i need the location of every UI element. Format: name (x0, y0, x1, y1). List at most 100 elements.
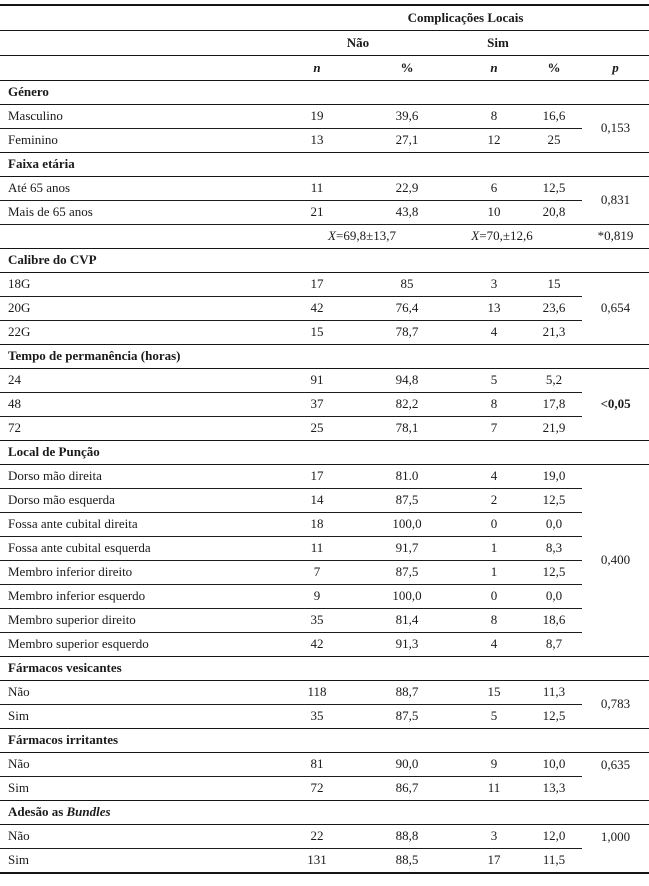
cell-pct-nao: 43,8 (352, 200, 462, 225)
p-value: *0,819 (582, 224, 649, 249)
cell-pct-sim: 5,2 (526, 368, 582, 393)
cell-n-sim: 8 (462, 392, 526, 417)
cell-n-sim: 11 (462, 776, 526, 801)
cell-n-sim: 5 (462, 704, 526, 729)
group-header-nao: Não (282, 30, 462, 56)
table-row: Não 22 88,8 3 12,0 1,000 (0, 824, 649, 873)
cell-pct-sim: 12,0 (526, 824, 582, 849)
cell-pct-sim: 12,5 (526, 176, 582, 201)
section-local-puncao: Local de Punção Dorso mão direita 17 81.… (0, 440, 649, 657)
cell-n-sim: 4 (462, 320, 526, 345)
section-faixa-etaria: Faixa etária Até 65 anos 11 22,9 6 12,5 … (0, 152, 649, 249)
row-label: 22G (0, 320, 282, 345)
cell-pct-sim: 21,9 (526, 416, 582, 441)
row-label: Até 65 anos (0, 176, 282, 201)
section-header: Fármacos irritantes (0, 728, 649, 753)
p-value: 0,783 (582, 680, 649, 729)
row-label: Feminino (0, 128, 282, 153)
row-label: Não (0, 752, 282, 777)
cell-pct-nao: 87,5 (352, 560, 462, 585)
table-row: 18G 17 85 3 15 0,654 (0, 272, 649, 345)
cell-pct-sim: 20,8 (526, 200, 582, 225)
row-label: 72 (0, 416, 282, 441)
p-value: 0,635 (582, 752, 649, 801)
row-label: 20G (0, 296, 282, 321)
cell-pct-nao: 100,0 (352, 512, 462, 537)
table-row: Sim 35 87,5 5 12,5 (0, 704, 649, 729)
row-label: Dorso mão esquerda (0, 488, 282, 513)
col-header-p: p (582, 55, 649, 81)
cell-pct-nao: 86,7 (352, 776, 462, 801)
section-header: Local de Punção (0, 440, 649, 465)
cell-n-nao: 17 (282, 464, 352, 489)
cell-n-sim: 6 (462, 176, 526, 201)
cell-pct-sim: 11,5 (526, 848, 582, 873)
cell-pct-nao: 82,2 (352, 392, 462, 417)
cell-n-sim: 15 (462, 680, 526, 705)
row-label: 18G (0, 272, 282, 297)
cell-pct-nao: 94,8 (352, 368, 462, 393)
row-label: Membro inferior direito (0, 560, 282, 585)
row-label: Mais de 65 anos (0, 200, 282, 225)
corner-cell (0, 30, 282, 56)
cell-n-nao: 22 (282, 824, 352, 849)
cell-pct-sim: 15 (526, 272, 582, 297)
cell-n-nao: 11 (282, 536, 352, 561)
cell-pct-sim: 16,6 (526, 104, 582, 129)
cell-n-nao: 131 (282, 848, 352, 873)
row-label: Fossa ante cubital esquerda (0, 536, 282, 561)
table-row: Sim 72 86,7 11 13,3 (0, 776, 649, 801)
cell-n-sim: 9 (462, 752, 526, 777)
cell-n-sim: 12 (462, 128, 526, 153)
cell-n-nao: 15 (282, 320, 352, 345)
cell-n-nao: 42 (282, 296, 352, 321)
cell-pct-sim: 25 (526, 128, 582, 153)
section-header: Faixa etária (0, 152, 649, 177)
table-row: Membro superior direito 35 81,4 8 18,6 (0, 608, 649, 633)
mean-row: X=69,8±13,7 X=70,±12,6 *0,819 (0, 224, 649, 249)
cell-pct-nao: 91,3 (352, 632, 462, 657)
cell-n-nao: 19 (282, 104, 352, 129)
cell-n-sim: 7 (462, 416, 526, 441)
cell-pct-nao: 27,1 (352, 128, 462, 153)
cell-pct-nao: 88,7 (352, 680, 462, 705)
row-label: Sim (0, 704, 282, 729)
row-label: Sim (0, 776, 282, 801)
table-row: Membro inferior direito 7 87,5 1 12,5 (0, 560, 649, 585)
corner-cell (582, 30, 649, 56)
cell-pct-nao: 100,0 (352, 584, 462, 609)
cell-pct-nao: 22,9 (352, 176, 462, 201)
cell-n-sim: 4 (462, 632, 526, 657)
row-label: Não (0, 824, 282, 849)
cell-n-sim: 5 (462, 368, 526, 393)
cell-pct-sim: 21,3 (526, 320, 582, 345)
table-row: Não 118 88,7 15 11,3 0,783 (0, 680, 649, 729)
cell-n-nao: 25 (282, 416, 352, 441)
section-farmacos-vesicantes: Fármacos vesicantes Não 118 88,7 15 11,3… (0, 656, 649, 729)
section-tempo-permanencia: Tempo de permanência (horas) 24 91 94,8 … (0, 344, 649, 441)
cell-n-nao: 7 (282, 560, 352, 585)
p-value: 1,000 (582, 824, 649, 873)
table-row: Masculino 19 39,6 8 16,6 0,153 (0, 104, 649, 153)
section-header: Adesão as Bundles (0, 800, 649, 825)
cell-pct-nao: 76,4 (352, 296, 462, 321)
cell-pct-nao: 90,0 (352, 752, 462, 777)
cell-n-sim: 1 (462, 560, 526, 585)
cell-n-sim: 10 (462, 200, 526, 225)
cell-pct-sim: 17,8 (526, 392, 582, 417)
cell-pct-nao: 81.0 (352, 464, 462, 489)
cell-n-sim: 3 (462, 824, 526, 849)
cell-n-sim: 1 (462, 536, 526, 561)
col-header-pct-nao: % (352, 55, 462, 81)
cell-pct-nao: 88,8 (352, 824, 462, 849)
cell-pct-sim: 0,0 (526, 584, 582, 609)
table-row: Fossa ante cubital esquerda 11 91,7 1 8,… (0, 536, 649, 561)
x-symbol: X (471, 228, 480, 243)
x-symbol: X (328, 228, 336, 243)
cell-n-sim: 2 (462, 488, 526, 513)
p-value: <0,05 (582, 368, 649, 441)
section-header: Calibre do CVP (0, 248, 649, 273)
row-label: Membro superior direito (0, 608, 282, 633)
group-header-sim: Sim (462, 30, 582, 56)
row-label: Dorso mão direita (0, 464, 282, 489)
